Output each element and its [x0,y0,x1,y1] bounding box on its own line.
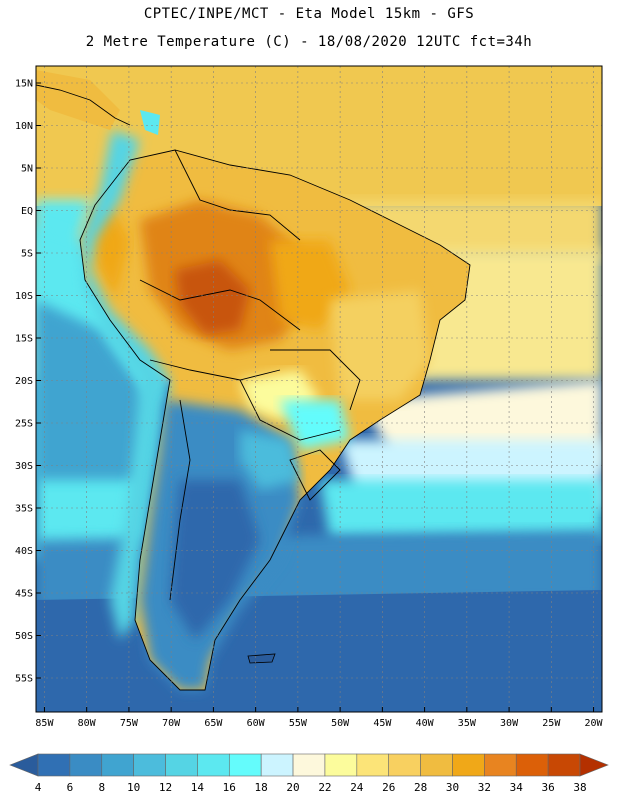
lat-tick-label: 30S [15,461,33,472]
lon-tick-label: 40W [416,718,435,729]
lon-tick-label: 60W [247,718,266,729]
colorbar-segment [197,753,230,777]
lat-tick-label: 40S [15,546,33,557]
colorbar-segment [101,753,134,777]
colorbar-label: 22 [318,781,331,794]
colorbar-label: 26 [382,781,395,794]
longitude-labels: 85W 80W 75W 70W 65W 60W 55W 50W 45W 40W 35W 30W 25W 2… [35,707,604,729]
lon-tick-label: 80W [78,718,97,729]
lat-tick-label: 5S [21,249,33,260]
latitude-labels: 15N 10N 5N EQ 5S 10S 15S 20S 25S 30S 35S 40S 45S 50S 5… [15,79,41,685]
lon-tick-label: 75W [120,718,139,729]
colorbar: 4 6 8 10 12 14 16 18 20 22 24 26 28 30 32 34 36 38 [9,753,609,794]
colorbar-segment [324,753,358,777]
colorbar-label: 34 [510,781,524,794]
colorbar-label: 10 [127,781,140,794]
colorbar-segment [452,753,485,777]
colorbar-segment [37,753,71,777]
lat-tick-label: 15S [15,334,33,345]
lon-tick-label: 65W [204,718,223,729]
colorbar-label: 8 [98,781,105,794]
colorbar-segment [547,753,581,777]
lat-tick-label: 10N [15,121,33,132]
lat-tick-label: 10S [15,291,33,302]
lon-tick-label: 85W [35,718,54,729]
colorbar-label: 6 [67,781,74,794]
lon-tick-label: 35W [458,718,477,729]
temperature-field [36,66,602,712]
colorbar-segment [515,753,549,777]
colorbar-segment [165,753,198,777]
lon-tick-label: 55W [289,718,308,729]
colorbar-segment [133,753,166,777]
colorbar-label: 28 [414,781,427,794]
colorbar-label: 38 [573,781,586,794]
lat-tick-label: 5N [21,164,33,175]
lat-tick-label: 55S [15,674,33,685]
map-border [35,65,603,713]
lon-tick-label: 70W [162,718,181,729]
lon-tick-label: 50W [331,718,350,729]
colorbar-label: 30 [446,781,459,794]
lon-tick-label: 45W [373,718,392,729]
colorbar-label: 36 [541,781,554,794]
colorbar-segment [69,753,103,777]
colorbar-label: 18 [255,781,268,794]
lon-tick-label: 30W [500,718,519,729]
map-subtitle: 2 Metre Temperature (C) - 18/08/2020 12U… [85,34,533,50]
lat-tick-label: 20S [15,376,33,387]
lat-tick-label: 15N [15,79,33,90]
colorbar-segment [260,753,294,777]
colorbar-max-arrow [579,753,609,777]
colorbar-segment [420,753,453,777]
colorbar-segment [228,753,262,777]
colorbar-segment [292,753,326,777]
colorbar-label: 4 [35,781,42,794]
colorbar-label: 32 [478,781,491,794]
lat-tick-label: 45S [15,589,33,600]
lon-tick-label: 20W [585,718,604,729]
colorbar-label: 24 [350,781,364,794]
colorbar-label: 16 [223,781,236,794]
lat-tick-label: 35S [15,504,33,515]
lon-tick-label: 25W [542,718,561,729]
colorbar-label: 12 [159,781,172,794]
map-title: CPTEC/INPE/MCT - Eta Model 15km - GFS [143,6,475,22]
colorbar-min-arrow [9,753,39,777]
colorbar-label: 20 [286,781,299,794]
colorbar-segment [388,753,421,777]
lat-tick-label: 25S [15,419,33,430]
colorbar-segment [356,753,390,777]
coastlines [36,84,471,691]
colorbar-segment [484,753,517,777]
lat-tick-label: 50S [15,631,33,642]
lat-tick-label: EQ [21,206,33,217]
colorbar-label: 14 [191,781,205,794]
lat-lon-grid [36,66,602,712]
